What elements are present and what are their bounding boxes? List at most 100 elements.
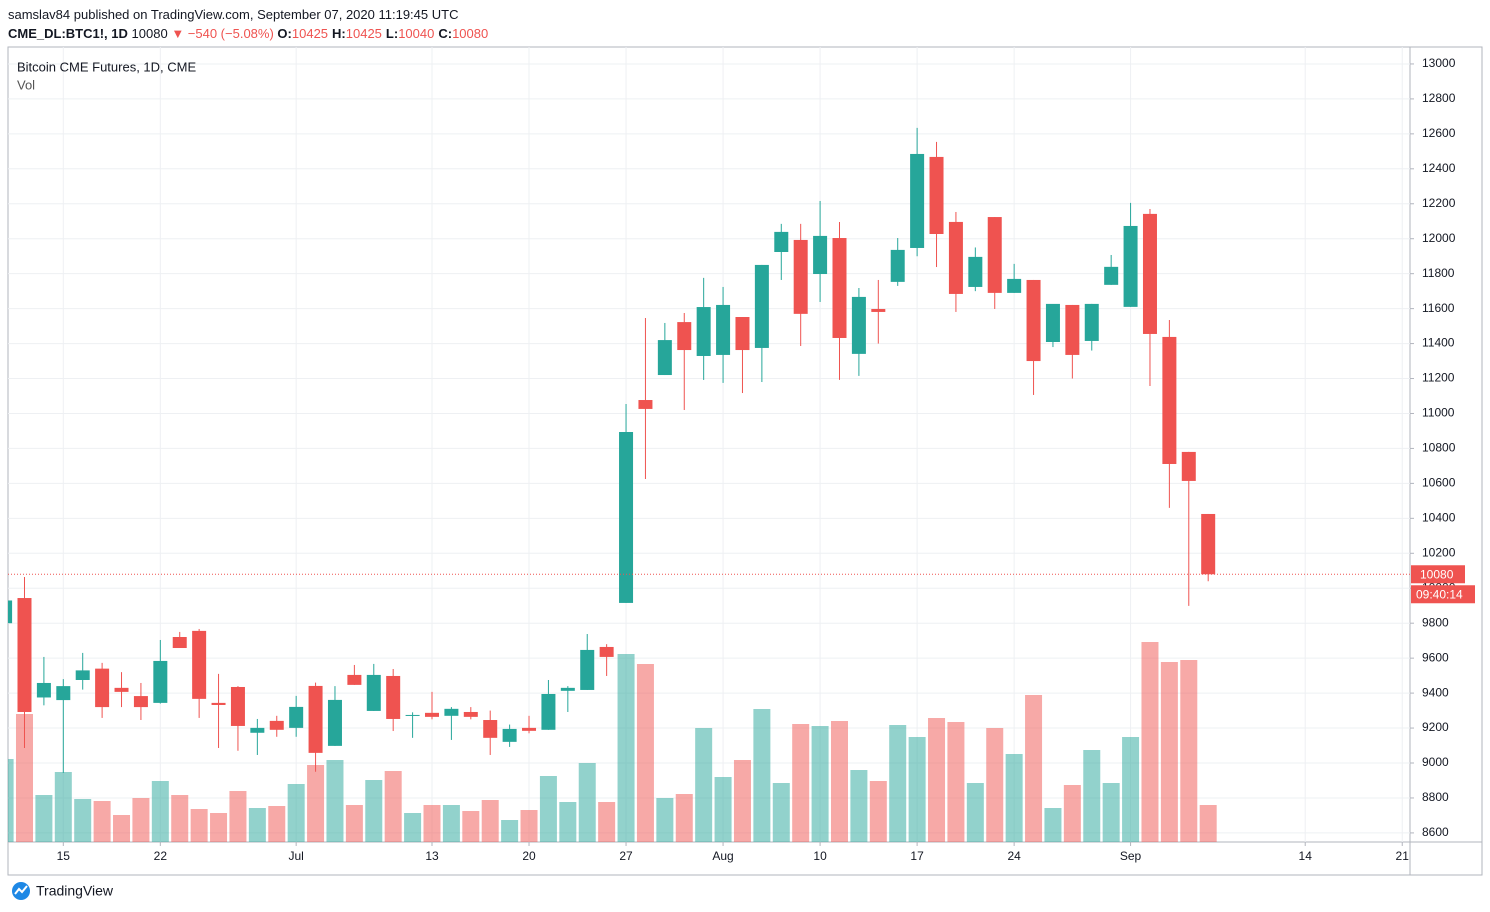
candle-body <box>929 156 944 234</box>
x-tick-label: Sep <box>1120 849 1142 863</box>
candle-body <box>405 714 420 716</box>
candle-body <box>289 706 304 728</box>
volume-bar <box>210 813 228 842</box>
candle-body <box>657 340 672 376</box>
volume-bar <box>1141 642 1159 842</box>
candle-body <box>95 668 110 708</box>
candle-body <box>153 660 168 703</box>
candle-body <box>541 693 556 730</box>
candle-body <box>735 317 750 351</box>
volume-bar <box>830 721 848 842</box>
last-price-label: 10080 <box>1420 567 1454 581</box>
candle-body <box>308 685 323 753</box>
volume-bar <box>850 770 868 842</box>
volume-bar <box>1083 750 1101 842</box>
y-tick-label: 9600 <box>1422 650 1449 664</box>
volume-bar <box>598 802 616 842</box>
volume-bar <box>520 810 538 842</box>
symbol: CME_DL:BTC1!, 1D <box>8 26 128 41</box>
volume-bar <box>229 791 247 842</box>
candle-body <box>832 238 847 338</box>
candle-body <box>793 239 808 314</box>
stat-label: C: <box>438 26 453 41</box>
countdown-label: 09:40:14 <box>1416 587 1463 601</box>
volume-bar <box>8 759 14 842</box>
stat-label: H: <box>332 26 346 41</box>
candle-body <box>754 264 769 348</box>
y-tick-label: 12000 <box>1422 231 1456 245</box>
candle-body <box>696 307 711 356</box>
volume-bar <box>365 780 383 842</box>
volume-bar <box>559 802 577 842</box>
candle-body <box>1084 303 1099 341</box>
chart-title: Bitcoin CME Futures, 1D, CME <box>17 59 196 74</box>
volume-bar <box>1102 783 1120 842</box>
volume-bar <box>171 795 189 842</box>
volume-bar <box>404 813 422 842</box>
y-tick-label: 12200 <box>1422 196 1456 210</box>
volume-bar <box>928 718 946 842</box>
stat-label: L: <box>385 26 399 41</box>
y-tick-label: 11000 <box>1422 406 1455 420</box>
y-tick-label: 8800 <box>1422 790 1449 804</box>
volume-bar <box>772 783 790 842</box>
volume-bar <box>617 654 635 842</box>
volume-bar <box>15 714 33 842</box>
candle-body <box>114 687 129 692</box>
volume-bar <box>190 809 208 842</box>
volume-bar <box>811 726 829 842</box>
candle-body <box>502 728 517 742</box>
stat-value: 10040 <box>398 26 435 41</box>
volume-bar <box>986 728 1004 842</box>
candle-body <box>1007 278 1022 293</box>
x-tick-label: 24 <box>1007 849 1021 863</box>
ohlc-stats: O:10425 H:10425 L:10040 C:10080 <box>277 26 492 41</box>
x-tick-label: Jul <box>288 849 303 863</box>
stat-label: O: <box>277 26 292 41</box>
candle-body <box>871 308 886 312</box>
volume-bar <box>113 815 131 842</box>
candle-body <box>444 708 459 716</box>
candle-body <box>269 720 284 730</box>
x-tick-label: 20 <box>522 849 536 863</box>
volume-layer <box>8 642 1217 842</box>
volume-bar <box>1044 808 1062 842</box>
y-tick-label: 10600 <box>1422 476 1456 490</box>
volume-bar <box>539 776 557 842</box>
change: ▼ −540 (−5.08%) <box>171 26 274 41</box>
candle-body <box>599 646 614 657</box>
candle-body <box>677 322 692 351</box>
chart-frame <box>7 46 1483 876</box>
candle-body <box>17 598 32 712</box>
y-tick-label: 10400 <box>1422 511 1456 525</box>
last-value: 10080 <box>131 26 168 41</box>
tv-logo <box>12 882 30 900</box>
x-tick-label: 22 <box>154 849 168 863</box>
y-tick-label: 11400 <box>1422 336 1455 350</box>
candle-body <box>619 432 634 603</box>
volume-bar <box>947 722 965 842</box>
candle-body <box>1123 225 1138 307</box>
x-tick-label: Aug <box>712 849 733 863</box>
y-tick-label: 8600 <box>1422 825 1449 839</box>
publisher-line: samslav84 published on TradingView.com, … <box>8 7 459 22</box>
volume-bar <box>753 709 771 842</box>
volume-bar <box>384 771 402 842</box>
volume-bar <box>1025 695 1043 842</box>
volume-bar <box>966 783 984 842</box>
volume-bar <box>1122 737 1140 842</box>
volume-bar <box>695 728 713 842</box>
volume-bar <box>93 801 111 842</box>
candle-body <box>638 400 653 409</box>
y-tick-label: 12600 <box>1422 126 1456 140</box>
candle-body <box>716 304 731 355</box>
volume-bar <box>268 806 286 842</box>
volume-bar <box>1005 754 1023 842</box>
volume-bar <box>889 725 907 842</box>
y-tick-label: 10200 <box>1422 545 1456 559</box>
candle-body <box>386 675 401 719</box>
volume-bar <box>792 724 810 842</box>
volume-bar <box>501 820 519 842</box>
axes: 8600880090009200940096009800100001020010… <box>8 56 1475 863</box>
